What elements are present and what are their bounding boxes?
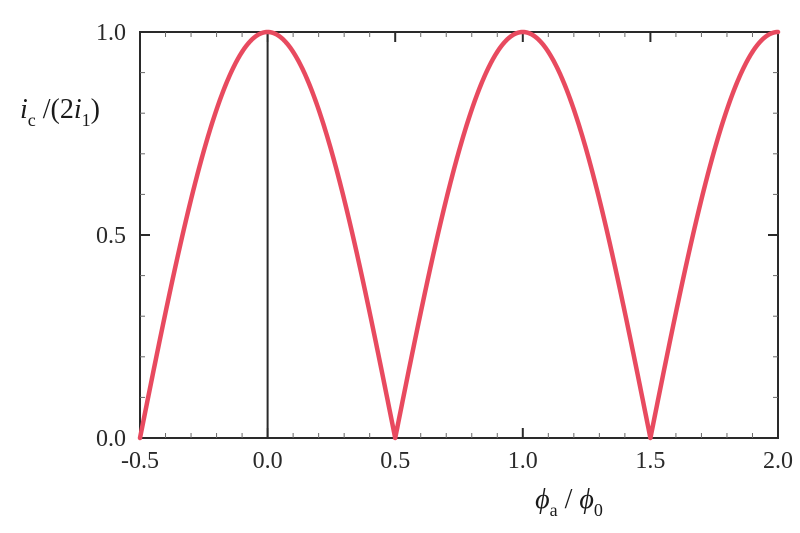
chart-svg: -0.50.00.51.01.52.00.00.51.0ic /(2i1)ϕa … — [0, 0, 800, 533]
x-tick-label: -0.5 — [121, 448, 159, 474]
x-tick-label: 1.5 — [635, 448, 665, 474]
x-axis-label: ϕa / ϕ0 — [535, 484, 603, 520]
y-tick-label: 1.0 — [96, 20, 126, 46]
y-tick-label: 0.0 — [96, 426, 126, 452]
x-tick-label: 2.0 — [763, 448, 793, 474]
x-tick-label: 0.5 — [380, 448, 410, 474]
y-tick-label: 0.5 — [96, 223, 126, 249]
x-tick-label: 1.0 — [508, 448, 538, 474]
x-tick-label: 0.0 — [253, 448, 283, 474]
chart-root: -0.50.00.51.01.52.00.00.51.0ic /(2i1)ϕa … — [0, 0, 800, 533]
